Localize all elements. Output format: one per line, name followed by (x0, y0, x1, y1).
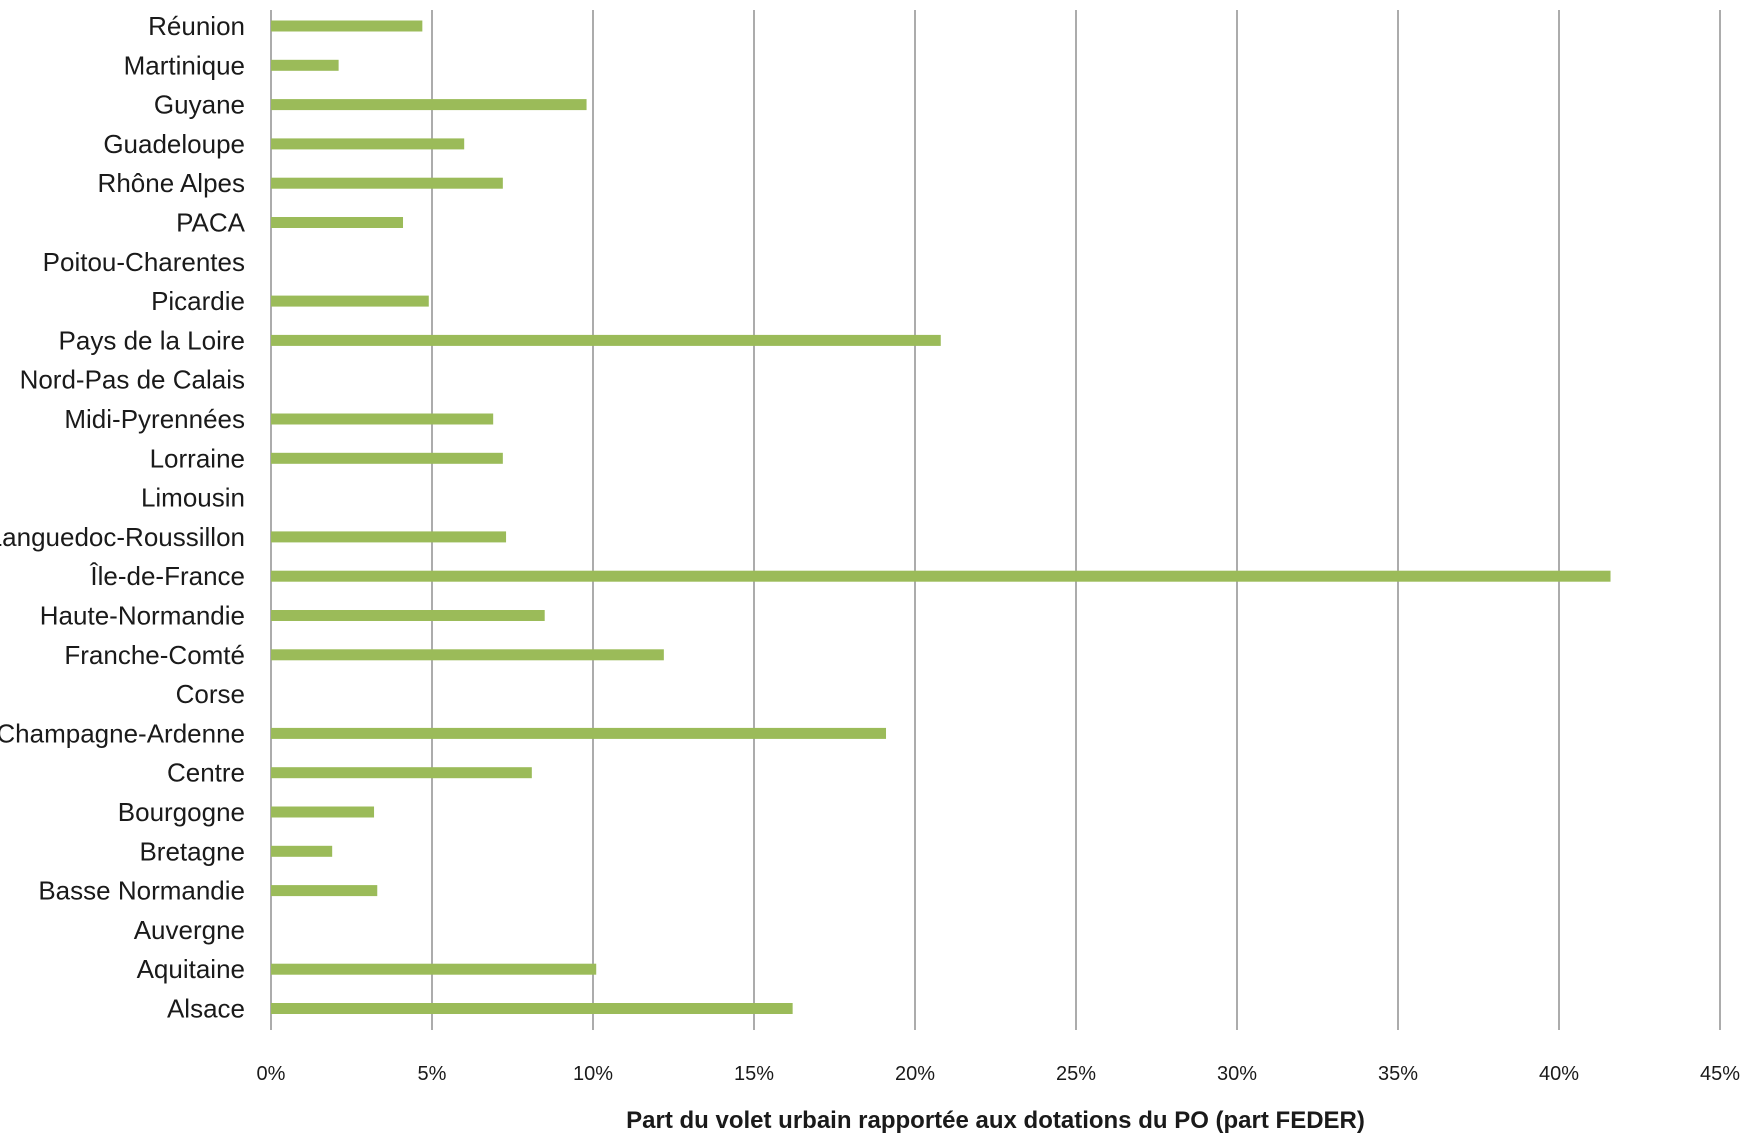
category-label: Auvergne (134, 915, 245, 945)
bars (271, 20, 1611, 1014)
bar (271, 727, 887, 739)
x-tick-label: 0% (257, 1063, 286, 1085)
x-tick-label: 45% (1700, 1063, 1740, 1085)
gridlines (270, 10, 1721, 1030)
category-labels: Réunion Martinique Guyane Guadeloupe Rhône A… (0, 11, 246, 1024)
category-label: Île-de-France (89, 561, 245, 591)
category-label: Haute-Normandie (40, 601, 245, 631)
bar (271, 885, 378, 897)
bar (271, 295, 429, 307)
category-label: Basse Normandie (38, 876, 245, 906)
bar (271, 138, 465, 150)
x-tick-label: 10% (573, 1063, 613, 1085)
category-label: Champagne-Ardenne (0, 718, 245, 748)
bar (271, 217, 404, 228)
x-tick-label: 35% (1378, 1063, 1418, 1085)
category-label: Nord-Pas de Calais (20, 365, 245, 395)
category-label: Limousin (141, 483, 245, 513)
bar (271, 531, 507, 543)
category-label: Midi-Pyrennées (64, 404, 245, 434)
bar (271, 413, 494, 425)
category-label: Centre (167, 758, 245, 788)
bar (271, 59, 339, 71)
category-label: Picardie (151, 286, 245, 316)
category-label: Bourgogne (118, 797, 245, 827)
bar (271, 1003, 793, 1014)
bar (271, 767, 532, 779)
category-label: Corse (176, 679, 245, 709)
category-label: Réunion (148, 11, 245, 41)
category-label: Languedoc-Roussillon (0, 522, 245, 552)
bar (271, 963, 597, 975)
category-label: Pays de la Loire (59, 325, 245, 355)
bar (271, 570, 1611, 582)
bar (271, 452, 503, 464)
bar (271, 99, 587, 111)
x-tick-label: 5% (418, 1063, 447, 1085)
x-tick-labels: 0% 5% 10% 15% 20% 25% 30% 35% 40% 45% (257, 1063, 1741, 1085)
x-tick-label: 15% (734, 1063, 774, 1085)
category-label: Guyane (154, 90, 245, 120)
bar (271, 610, 545, 621)
x-tick-label: 20% (895, 1063, 935, 1085)
bar (271, 20, 423, 32)
x-tick-label: 40% (1539, 1063, 1579, 1085)
category-label: Franche-Comté (64, 640, 245, 670)
category-label: Martinique (124, 50, 245, 80)
category-label: Lorraine (150, 443, 245, 473)
category-label: Rhône Alpes (98, 168, 245, 198)
category-label: Aquitaine (137, 954, 245, 984)
x-axis-title: Part du volet urbain rapportée aux dotat… (626, 1107, 1365, 1134)
category-label: Bretagne (139, 836, 245, 866)
bar (271, 177, 503, 189)
category-label: Guadeloupe (103, 129, 245, 159)
x-tick-label: 25% (1056, 1063, 1096, 1085)
bar (271, 649, 664, 661)
category-label: Poitou-Charentes (43, 247, 245, 277)
bar (271, 806, 375, 818)
category-label: Alsace (167, 994, 245, 1024)
bar (271, 334, 941, 346)
x-tick-label: 30% (1217, 1063, 1257, 1085)
bar (271, 845, 333, 857)
category-label: PACA (176, 208, 246, 238)
